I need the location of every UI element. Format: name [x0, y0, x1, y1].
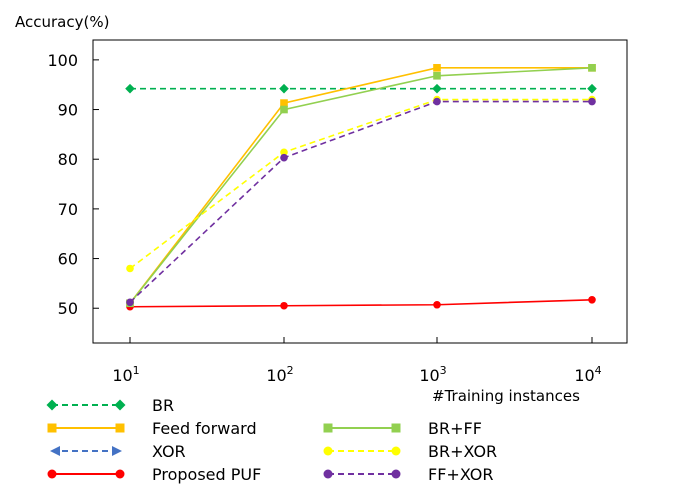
series-proposed-puf — [126, 295, 596, 311]
data-point — [433, 64, 441, 72]
data-point — [125, 83, 135, 94]
data-point — [588, 295, 596, 304]
y-tick-label: 100 — [47, 51, 78, 70]
legend-label: XOR — [152, 442, 186, 461]
data-point — [280, 148, 288, 157]
legend-item: Feed forward — [47, 419, 257, 438]
data-point — [280, 99, 288, 107]
legend-item: FF+XOR — [323, 465, 493, 484]
data-point — [323, 446, 333, 456]
legend-label: FF+XOR — [428, 465, 493, 484]
data-point — [115, 423, 125, 433]
data-point — [280, 301, 288, 310]
plot-frame — [92, 39, 628, 344]
data-point — [279, 83, 289, 94]
series-br-xor — [126, 95, 596, 273]
legend-label: BR+XOR — [428, 442, 497, 461]
plot-area — [92, 39, 628, 344]
y-tick-label: 80 — [58, 150, 78, 169]
data-point — [588, 64, 596, 72]
data-point — [433, 300, 441, 309]
series-line — [129, 98, 592, 270]
arrow-right-icon — [112, 446, 122, 456]
series-feed-forward — [126, 64, 596, 308]
arrow-left-icon — [50, 446, 60, 456]
series-br — [125, 83, 597, 94]
series-line — [129, 100, 592, 303]
data-point — [47, 469, 57, 479]
legend-label: Feed forward — [152, 419, 257, 438]
y-tick-label: 90 — [58, 101, 78, 120]
legend-item: BR+XOR — [323, 442, 497, 461]
legend: BR Feed forward XOR Proposed PUF BR+FF BR+XOR… — [46, 396, 497, 484]
legend-label: BR — [152, 396, 174, 415]
data-point — [587, 83, 597, 94]
axes-group: 50 60 70 80 90 100 101 102 103 104 — [47, 51, 601, 385]
x-tick-label: 101 — [112, 364, 139, 385]
series-group — [125, 64, 597, 311]
y-axis-label: Accuracy(%) — [15, 13, 109, 31]
data-point — [126, 264, 134, 273]
legend-item: BR+FF — [323, 419, 482, 438]
data-point — [46, 399, 58, 411]
series-br-ff — [126, 64, 596, 308]
series-line — [129, 67, 593, 304]
legend-item: XOR — [50, 442, 186, 461]
y-tick-label: 70 — [58, 200, 78, 219]
x-tick-label: 103 — [419, 364, 446, 385]
data-point — [391, 423, 401, 433]
legend-item: Proposed PUF — [47, 465, 261, 484]
data-point — [280, 153, 288, 162]
series-line — [129, 67, 592, 304]
legend-label: Proposed PUF — [152, 465, 261, 484]
x-tick-label: 102 — [266, 364, 293, 385]
data-point — [432, 83, 442, 94]
data-point — [280, 105, 288, 114]
x-tick-label: 104 — [574, 364, 601, 385]
legend-label: BR+FF — [428, 419, 482, 438]
legend-item: BR — [46, 396, 174, 415]
data-point — [391, 446, 401, 456]
series-line — [129, 298, 593, 308]
series-ff-xor — [126, 97, 596, 307]
data-point — [433, 71, 441, 80]
data-point — [115, 469, 125, 479]
data-point — [433, 97, 441, 106]
data-point — [126, 298, 134, 307]
y-tick-label: 50 — [58, 299, 78, 318]
y-tick-label: 60 — [58, 250, 78, 269]
x-axis-label: #Training instances — [432, 387, 580, 405]
data-point — [114, 399, 126, 411]
data-point — [588, 97, 596, 106]
data-point — [47, 423, 57, 433]
data-point — [391, 469, 401, 479]
data-point — [323, 423, 333, 433]
data-point — [323, 469, 333, 479]
